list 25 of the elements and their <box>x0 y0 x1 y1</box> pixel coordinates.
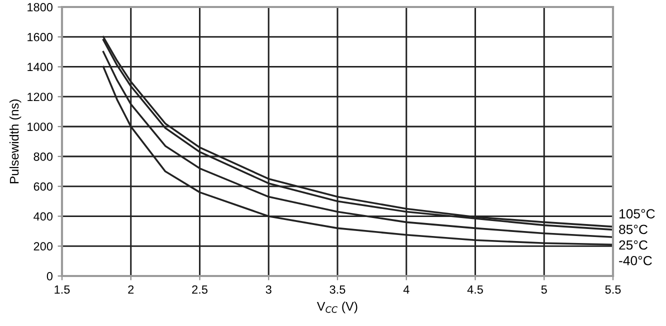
x-tick-label: 1.5 <box>54 285 70 294</box>
x-tick-label: 3 <box>266 285 272 294</box>
y-tick-label: 1600 <box>28 32 53 42</box>
y-tick-label: 1400 <box>28 62 53 72</box>
y-tick-label: 800 <box>34 152 53 161</box>
y-tick-label: 600 <box>34 182 53 191</box>
series-label: -40°C <box>619 256 652 266</box>
series-label: 25°C <box>619 240 648 250</box>
x-tick-label: 3.5 <box>330 285 346 294</box>
x-tick-label: 5.5 <box>605 285 621 294</box>
x-tick-label: 2 <box>128 285 134 294</box>
y-tick-label: 1800 <box>28 3 53 12</box>
y-tick-label: 400 <box>34 212 53 221</box>
x-tick-label: 4.5 <box>467 285 483 294</box>
series-label: 85°C <box>619 224 648 234</box>
y-tick-label: 0 <box>46 272 53 280</box>
y-tick-label: 1000 <box>28 122 53 131</box>
x-axis-title: V$_{CC}$ (V) <box>316 302 358 314</box>
y-tick-label: 200 <box>34 242 53 251</box>
series-label: 105°C <box>620 209 655 218</box>
x-tick-label: 4 <box>403 285 410 294</box>
y-axis-title: Pulsewidth (ns) <box>10 100 22 184</box>
x-tick-label: 5 <box>541 285 547 294</box>
x-tick-label: 2.5 <box>192 285 208 294</box>
y-tick-label: 1200 <box>28 92 53 102</box>
